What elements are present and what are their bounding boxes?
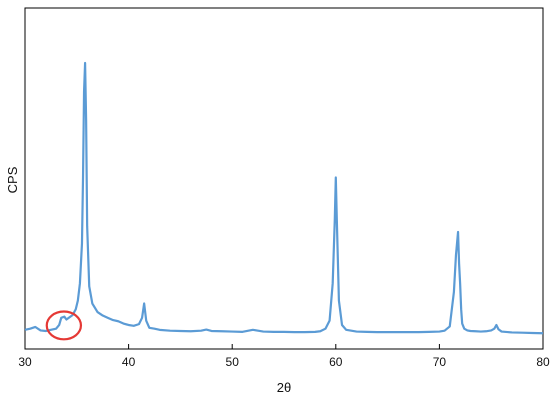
xrd-series-line <box>24 61 544 335</box>
y-axis-title: CPS <box>5 166 20 193</box>
annotation-layer <box>45 310 83 341</box>
x-tick-label: 80 <box>536 355 550 369</box>
x-tick-label: 60 <box>329 355 343 369</box>
x-ticks: 30 40 50 60 70 80 <box>18 344 550 369</box>
x-tick-label: 40 <box>122 355 136 369</box>
x-tick-label: 70 <box>433 355 447 369</box>
series-layer <box>24 61 544 335</box>
plot-frame <box>24 7 544 350</box>
x-tick-label: 30 <box>18 355 32 369</box>
highlight-ellipse <box>45 310 83 341</box>
x-tick-label: 50 <box>226 355 240 369</box>
x-axis-title: 2θ <box>277 380 291 395</box>
